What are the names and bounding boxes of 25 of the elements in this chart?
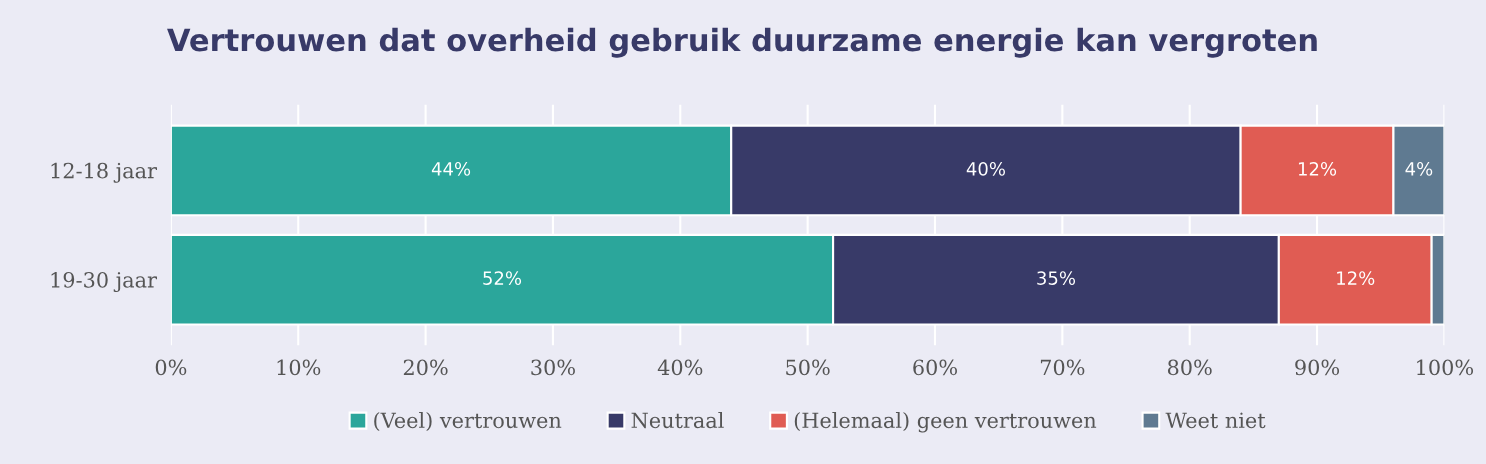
data-label: 40% <box>966 162 1005 176</box>
x-tick-label: 10% <box>277 359 321 376</box>
chart-title: Vertrouwen dat overheid gebruik duurzame energie kan vergroten <box>167 27 1317 58</box>
legend-label: (Helemaal) geen vertrouwen <box>794 412 1097 433</box>
data-label: 4% <box>1405 162 1433 176</box>
x-tick-label: 50% <box>786 359 830 376</box>
x-tick-label: 20% <box>403 359 448 376</box>
x-tick-label: 100% <box>1417 359 1474 376</box>
legend-label: Neutraal <box>631 412 724 429</box>
data-label: 12% <box>1298 162 1337 176</box>
x-tick-label: 60% <box>913 359 957 376</box>
x-tick-label: 80% <box>1167 359 1212 376</box>
x-tick-label: 90% <box>1295 359 1340 376</box>
x-tick-label: 70% <box>1040 359 1085 376</box>
data-label: 12% <box>1337 271 1375 285</box>
x-tick-label: 40% <box>657 359 703 376</box>
legend-label: Weet niet <box>1165 412 1266 429</box>
data-label: 44% <box>431 162 471 176</box>
x-tick-label: 0% <box>155 359 187 376</box>
legend-label: (Veel) vertrouwen <box>374 412 562 432</box>
y-tick-label: 19-30 jaar <box>51 271 157 293</box>
y-tick-label: 12-18 jaar <box>51 162 157 183</box>
x-tick-label: 30% <box>531 359 575 376</box>
data-label: 35% <box>1037 271 1076 285</box>
data-label: 52% <box>483 271 522 285</box>
